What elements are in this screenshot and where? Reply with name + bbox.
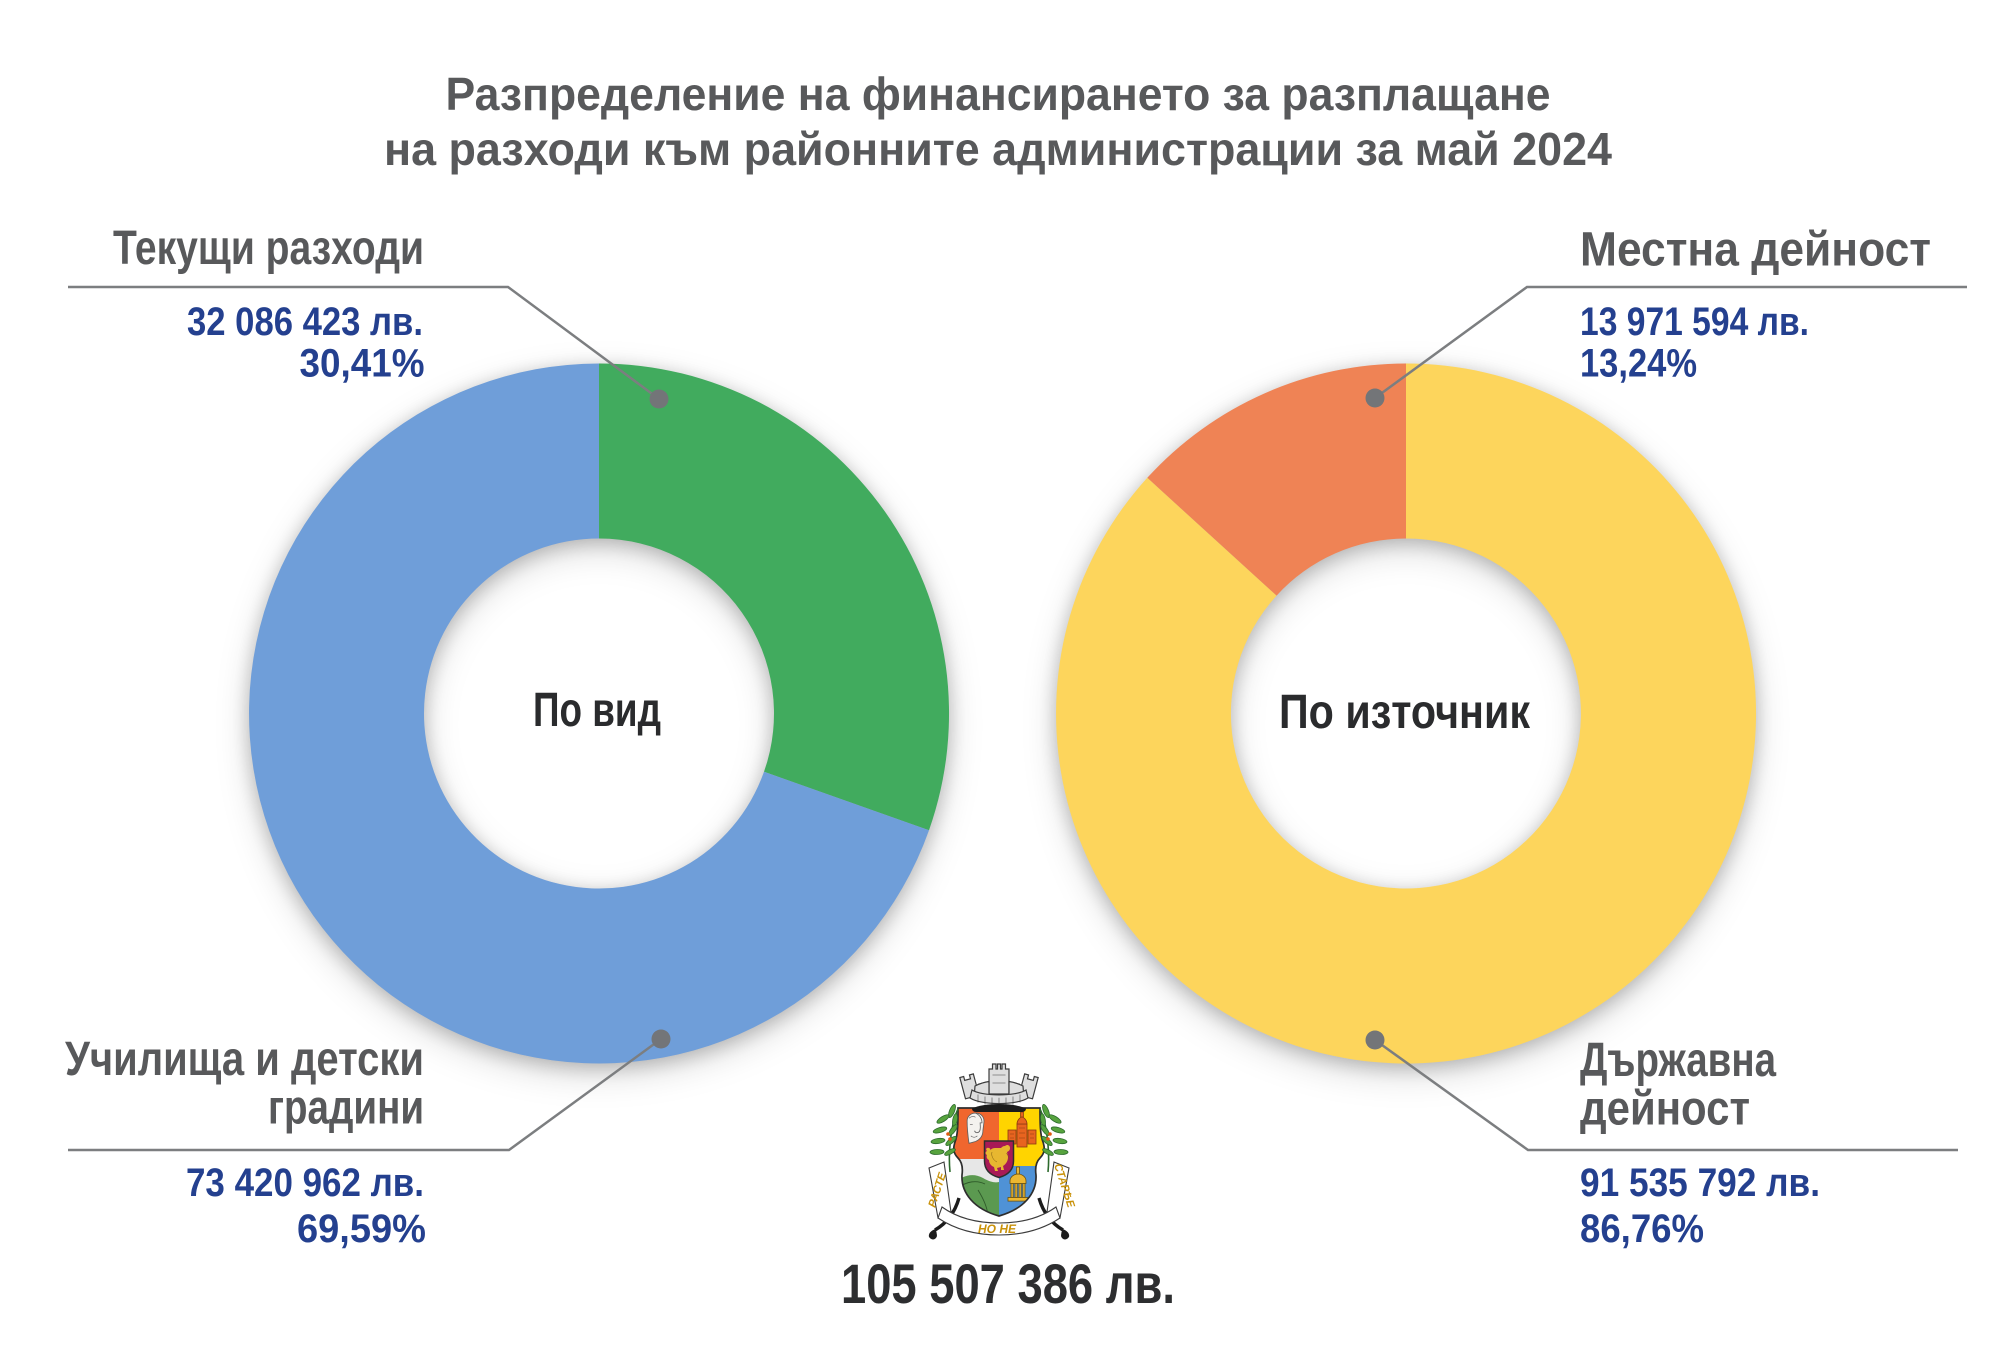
- svg-text:69,59%: 69,59%: [297, 1207, 426, 1251]
- svg-text:13 971 594 лв.: 13 971 594 лв.: [1580, 300, 1809, 344]
- svg-text:По вид: По вид: [533, 684, 661, 737]
- svg-text:НО НЕ: НО НЕ: [978, 1222, 1017, 1236]
- svg-text:Разпределение на финансирането: Разпределение на финансирането за разпла…: [446, 68, 1551, 120]
- svg-text:Текущи разходи: Текущи разходи: [113, 222, 424, 275]
- svg-text:32 086 423 лв.: 32 086 423 лв.: [187, 300, 423, 344]
- svg-text:По източник: По източник: [1279, 686, 1531, 739]
- svg-text:Държавна: Държавна: [1580, 1034, 1776, 1087]
- svg-text:91 535 792 лв.: 91 535 792 лв.: [1580, 1161, 1820, 1205]
- svg-text:86,76%: 86,76%: [1580, 1207, 1704, 1251]
- svg-text:73 420 962 лв.: 73 420 962 лв.: [186, 1161, 424, 1205]
- svg-text:на разходи към районните админ: на разходи към районните администрации з…: [384, 123, 1612, 175]
- svg-text:градини: градини: [268, 1082, 424, 1135]
- svg-text:Училища и детски: Училища и детски: [65, 1033, 424, 1086]
- svg-text:105 507 386 лв.: 105 507 386 лв.: [841, 1252, 1175, 1315]
- svg-text:дейност: дейност: [1580, 1083, 1750, 1136]
- svg-text:13,24%: 13,24%: [1580, 342, 1697, 386]
- svg-text:30,41%: 30,41%: [300, 342, 425, 386]
- svg-text:Местна дейност: Местна дейност: [1580, 224, 1931, 277]
